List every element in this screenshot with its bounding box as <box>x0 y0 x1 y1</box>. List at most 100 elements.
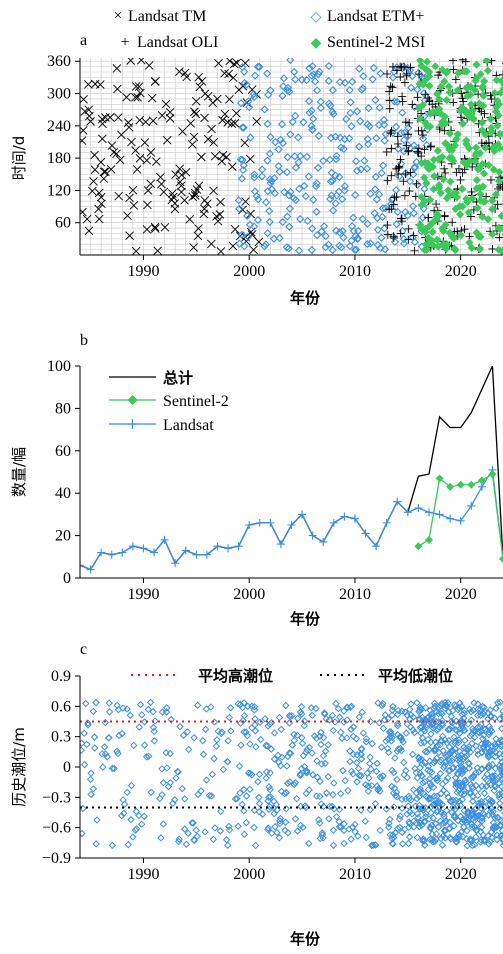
x-tick-label: 1990 <box>127 263 159 280</box>
panel-b-xlabel: 年份 <box>290 610 321 628</box>
tide-point <box>256 795 262 801</box>
y-tick-label: −0.3 <box>42 789 71 806</box>
x-tick-label: 2000 <box>233 263 265 280</box>
tm-point <box>113 64 121 72</box>
tm-point <box>253 117 261 125</box>
legend-oli-symbol: + <box>120 34 129 51</box>
tide-point <box>400 841 406 847</box>
tide-point <box>252 728 258 734</box>
tide-point <box>131 742 137 748</box>
tide-point <box>428 731 434 737</box>
tide-point <box>78 747 84 753</box>
tide-point <box>499 726 503 732</box>
tide-point <box>396 816 402 822</box>
tide-point <box>100 764 106 770</box>
landsat-marker <box>414 504 422 512</box>
sentinel2-marker <box>457 481 465 489</box>
tide-point <box>238 742 244 748</box>
legend-s2-symbol: ◆ <box>311 36 322 51</box>
tide-point <box>404 774 410 780</box>
etm-point <box>348 123 355 130</box>
tm-point <box>151 225 159 233</box>
x-tick-label: 1990 <box>127 586 159 603</box>
tm-point <box>124 119 132 127</box>
landsat-marker <box>467 502 475 510</box>
etm-point <box>380 162 387 169</box>
etm-point <box>375 227 382 234</box>
tm-point <box>222 153 230 161</box>
tide-point <box>125 842 131 848</box>
tide-point <box>414 796 420 802</box>
oli-point <box>441 169 449 177</box>
tide-point <box>356 766 362 772</box>
tm-point <box>231 225 239 233</box>
tm-point <box>241 139 249 147</box>
tm-point <box>142 118 150 126</box>
landsat-marker <box>330 519 338 527</box>
tide-point <box>340 768 346 774</box>
s2-point <box>474 177 481 184</box>
tm-point <box>211 152 219 160</box>
etm-point <box>255 217 262 224</box>
legend-s2-label: Sentinel-2 MSI <box>327 34 425 51</box>
tide-point <box>193 827 199 833</box>
tide-point <box>148 789 154 795</box>
tm-point <box>117 131 125 139</box>
tm-point <box>242 198 250 206</box>
sentinel2-marker <box>467 481 475 489</box>
etm-point <box>372 186 379 193</box>
tm-point <box>181 196 189 204</box>
tm-point <box>157 180 165 188</box>
etm-point <box>266 219 273 226</box>
y-tick-label: 300 <box>47 86 71 103</box>
s2-point <box>446 83 453 90</box>
tm-point <box>130 201 138 209</box>
tide-point <box>200 738 206 744</box>
tide-point <box>148 699 154 705</box>
tide-point <box>157 796 163 802</box>
panel-c-ylabel: 历史潮位/m <box>10 727 28 807</box>
tm-point <box>91 80 99 88</box>
etm-point <box>309 247 316 254</box>
etm-point <box>279 219 286 226</box>
tide-point <box>247 741 253 747</box>
tide-point <box>252 722 258 728</box>
tide-point <box>330 728 336 734</box>
tide-point <box>151 738 157 744</box>
tide-point <box>292 816 298 822</box>
tide-point <box>397 813 403 819</box>
y-tick-label: −0.6 <box>42 820 71 837</box>
y-tick-label: 360 <box>47 53 71 70</box>
legend-etm-label: Landsat ETM+ <box>327 8 424 25</box>
tide-point <box>159 792 165 798</box>
tm-point <box>193 186 201 194</box>
landsat-marker <box>97 549 105 557</box>
panel-c-points <box>78 699 503 848</box>
tide-point <box>481 790 487 796</box>
tm-point <box>123 93 131 101</box>
tide-point <box>325 774 331 780</box>
tide-point <box>200 751 206 757</box>
tide-point <box>411 787 417 793</box>
tide-point <box>182 796 188 802</box>
sentinel2-marker <box>499 555 503 563</box>
landsat-marker <box>319 538 327 546</box>
tide-point <box>218 808 224 814</box>
tm-point <box>246 155 254 163</box>
tide-point <box>92 745 98 751</box>
etm-point <box>296 247 303 254</box>
tide-point <box>214 737 220 743</box>
tm-point <box>196 83 204 91</box>
tm-point <box>133 165 141 173</box>
x-tick-label: 1990 <box>127 866 159 883</box>
tide-point <box>177 724 183 730</box>
etm-point <box>347 110 354 117</box>
etm-point <box>279 121 286 128</box>
oli-point <box>457 176 465 184</box>
tide-point <box>299 740 305 746</box>
etm-point <box>377 70 384 77</box>
oli-point <box>414 93 422 101</box>
tide-point <box>142 742 148 748</box>
s2-point <box>447 89 454 96</box>
